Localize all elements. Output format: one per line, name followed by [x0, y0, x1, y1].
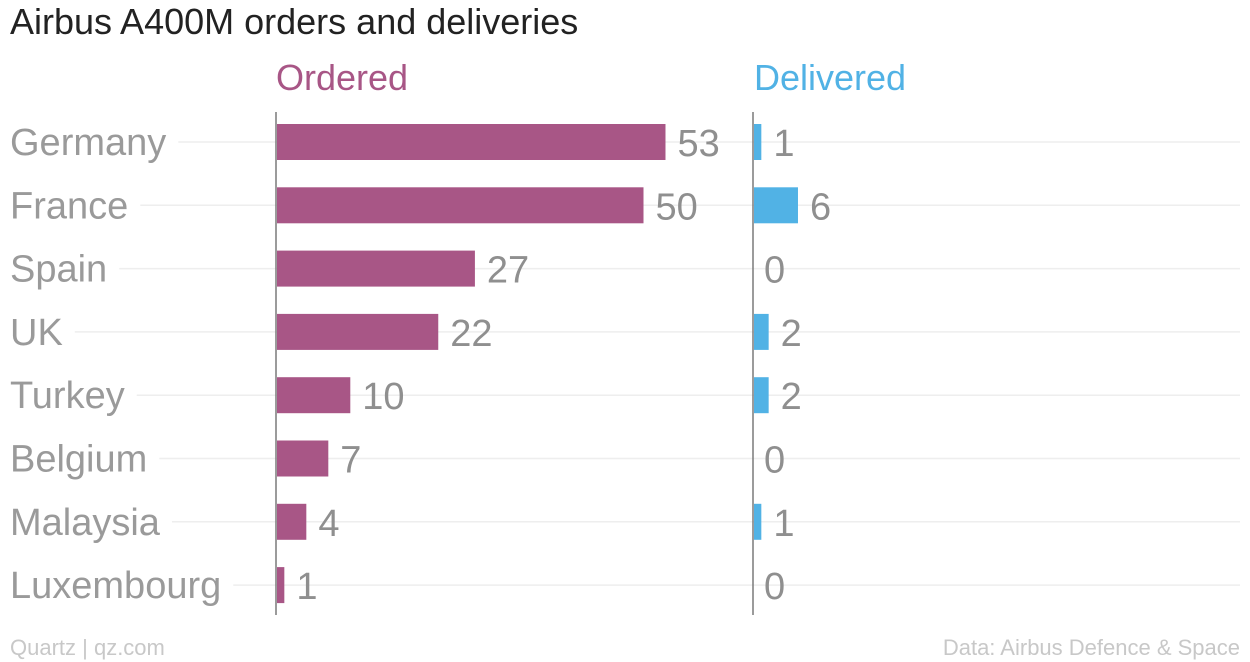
category-label: Belgium — [10, 439, 147, 481]
ordered-bar — [277, 377, 351, 414]
chart-title: Airbus A400M orders and deliveries — [10, 1, 578, 42]
delivered-bar — [754, 187, 798, 224]
ordered-value-label: 7 — [340, 440, 361, 482]
category-label: Turkey — [10, 375, 125, 417]
ordered-value-label: 1 — [296, 566, 317, 608]
delivered-value-label: 0 — [764, 566, 785, 608]
category-label: Spain — [10, 249, 107, 291]
ordered-bar — [277, 503, 307, 540]
ordered-bar — [277, 313, 439, 350]
delivered-bar — [754, 503, 762, 540]
ordered-bar — [277, 187, 644, 224]
delivered-value-label: 2 — [781, 376, 802, 418]
delivered-bar — [754, 124, 762, 160]
delivered-value-label: 6 — [810, 186, 831, 228]
credit-text: Quartz | qz.com — [10, 635, 165, 660]
category-label: Germany — [10, 122, 166, 164]
ordered-value-label: 53 — [677, 123, 719, 165]
ordered-value-label: 22 — [450, 313, 492, 355]
ordered-value-label: 27 — [487, 250, 529, 292]
delivered-value-label: 0 — [764, 250, 785, 292]
source-text: Data: Airbus Defence & Space — [943, 635, 1240, 660]
category-label: Luxembourg — [10, 565, 221, 607]
category-label: Malaysia — [10, 502, 161, 544]
category-labels: Germany France Spain UK Turkey Belgium Malaysi… — [10, 122, 221, 607]
ordered-value-label: 50 — [656, 186, 698, 228]
delivered-value-label: 1 — [773, 123, 794, 165]
ordered-value-label: 4 — [318, 503, 339, 545]
delivered-value-label: 1 — [773, 503, 794, 545]
ordered-bar — [277, 567, 285, 604]
ordered-bar — [277, 124, 666, 160]
ordered-bar — [277, 440, 329, 477]
ordered-bar — [277, 250, 475, 287]
delivered-bar — [754, 377, 769, 414]
ordered-value-label: 10 — [362, 376, 404, 418]
category-label: UK — [10, 312, 63, 354]
category-label: France — [10, 185, 128, 227]
ordered-panel-title: Ordered — [276, 57, 408, 98]
delivered-bar — [754, 313, 769, 350]
delivered-value-label: 2 — [781, 313, 802, 355]
delivered-value-label: 0 — [764, 440, 785, 482]
delivered-panel-title: Delivered — [754, 57, 906, 98]
